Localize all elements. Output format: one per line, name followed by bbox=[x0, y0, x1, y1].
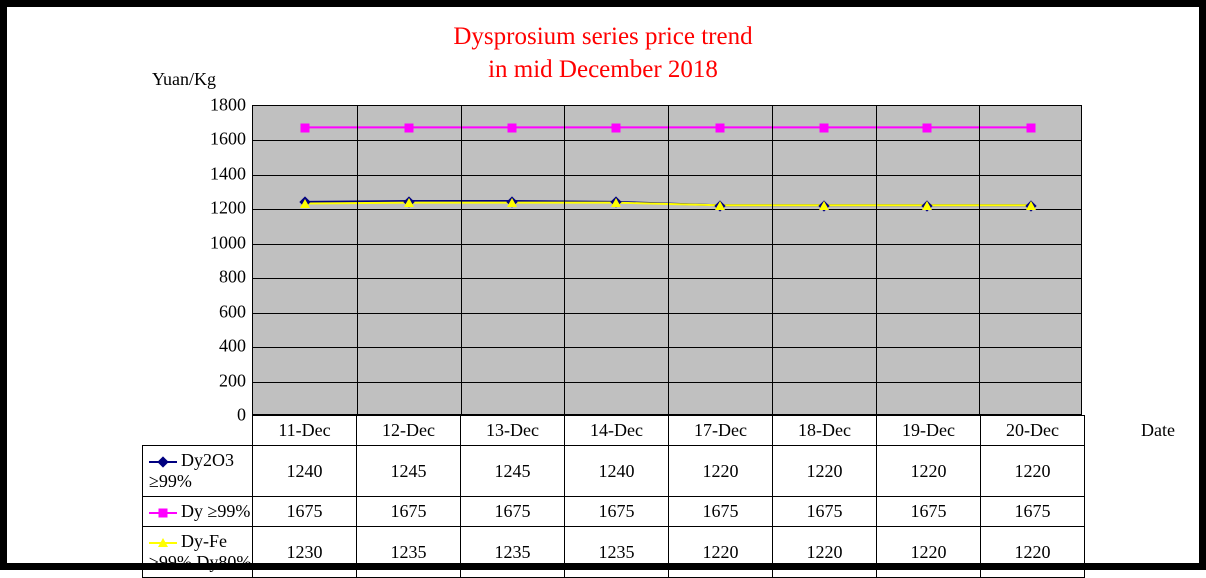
y-tick-label: 400 bbox=[176, 336, 246, 357]
series-marker bbox=[819, 201, 829, 210]
gridline bbox=[253, 244, 1081, 245]
vgridline bbox=[461, 106, 462, 414]
data-cell: 1675 bbox=[773, 497, 877, 527]
series-label: Dy ≥99% bbox=[181, 501, 250, 521]
title-line-1: Dysprosium series price trend bbox=[7, 21, 1199, 54]
date-header: 19-Dec bbox=[877, 416, 981, 446]
data-cell: 1220 bbox=[773, 446, 877, 497]
series-marker bbox=[404, 123, 413, 132]
series-marker bbox=[300, 123, 309, 132]
y-tick-label: 1000 bbox=[176, 232, 246, 253]
y-tick-label: 1400 bbox=[176, 163, 246, 184]
data-cell: 1675 bbox=[253, 497, 357, 527]
table-corner bbox=[143, 416, 253, 446]
data-cell: 1240 bbox=[565, 446, 669, 497]
y-axis-label: Yuan/Kg bbox=[152, 69, 216, 90]
series-legend-cell: Dy ≥99% bbox=[143, 497, 253, 527]
legend-swatch bbox=[149, 512, 177, 514]
data-table: 11-Dec12-Dec13-Dec14-Dec17-Dec18-Dec19-D… bbox=[142, 415, 1085, 578]
gridline bbox=[253, 278, 1081, 279]
data-cell: 1675 bbox=[981, 497, 1085, 527]
date-header: 11-Dec bbox=[253, 416, 357, 446]
legend-swatch bbox=[149, 542, 177, 544]
series-marker bbox=[300, 199, 310, 208]
x-axis-label: Date bbox=[1141, 420, 1175, 441]
series-marker bbox=[923, 123, 932, 132]
series-marker bbox=[612, 123, 621, 132]
y-tick-label: 1800 bbox=[176, 95, 246, 116]
vgridline bbox=[564, 106, 565, 414]
table-row: Dy2O3 ≥99%124012451245124012201220122012… bbox=[143, 446, 1085, 497]
chart-frame: Dysprosium series price trend in mid Dec… bbox=[0, 0, 1206, 570]
series-marker bbox=[404, 198, 414, 207]
date-header: 14-Dec bbox=[565, 416, 669, 446]
vgridline bbox=[772, 106, 773, 414]
series-legend-cell: Dy2O3 ≥99% bbox=[143, 446, 253, 497]
series-marker bbox=[922, 201, 932, 210]
gridline bbox=[253, 209, 1081, 210]
plot-area bbox=[252, 105, 1082, 415]
data-cell: 1245 bbox=[461, 446, 565, 497]
legend-marker-icon bbox=[158, 538, 168, 547]
data-cell: 1220 bbox=[877, 446, 981, 497]
legend-swatch bbox=[149, 461, 177, 463]
y-tick-label: 600 bbox=[176, 301, 246, 322]
gridline bbox=[253, 313, 1081, 314]
data-cell: 1240 bbox=[253, 446, 357, 497]
series-marker bbox=[507, 198, 517, 207]
y-tick-label: 1200 bbox=[176, 198, 246, 219]
series-marker bbox=[1027, 123, 1036, 132]
date-header: 12-Dec bbox=[357, 416, 461, 446]
series-marker bbox=[508, 123, 517, 132]
vgridline bbox=[876, 106, 877, 414]
vgridline bbox=[979, 106, 980, 414]
data-cell: 1675 bbox=[461, 497, 565, 527]
data-cell: 1675 bbox=[565, 497, 669, 527]
legend-marker-icon bbox=[159, 508, 168, 517]
date-header: 20-Dec bbox=[981, 416, 1085, 446]
table-row: Dy ≥99%16751675167516751675167516751675 bbox=[143, 497, 1085, 527]
data-cell: 1675 bbox=[357, 497, 461, 527]
y-tick-label: 800 bbox=[176, 267, 246, 288]
y-tick-label: 200 bbox=[176, 370, 246, 391]
data-cell: 1220 bbox=[669, 446, 773, 497]
series-marker bbox=[715, 201, 725, 210]
data-cell: 1675 bbox=[669, 497, 773, 527]
gridline bbox=[253, 347, 1081, 348]
series-marker bbox=[715, 123, 724, 132]
series-lines bbox=[253, 106, 1081, 414]
series-marker bbox=[819, 123, 828, 132]
date-header: 13-Dec bbox=[461, 416, 565, 446]
series-line bbox=[306, 203, 1028, 206]
gridline bbox=[253, 140, 1081, 141]
series-marker bbox=[611, 198, 621, 207]
date-header: 17-Dec bbox=[669, 416, 773, 446]
vgridline bbox=[357, 106, 358, 414]
data-cell: 1220 bbox=[981, 446, 1085, 497]
data-cell: 1675 bbox=[877, 497, 981, 527]
gridline bbox=[253, 175, 1081, 176]
gridline bbox=[253, 382, 1081, 383]
y-tick-label: 1600 bbox=[176, 129, 246, 150]
series-marker bbox=[1026, 201, 1036, 210]
data-cell: 1245 bbox=[357, 446, 461, 497]
date-header: 18-Dec bbox=[773, 416, 877, 446]
legend-marker-icon bbox=[157, 456, 168, 467]
vgridline bbox=[668, 106, 669, 414]
